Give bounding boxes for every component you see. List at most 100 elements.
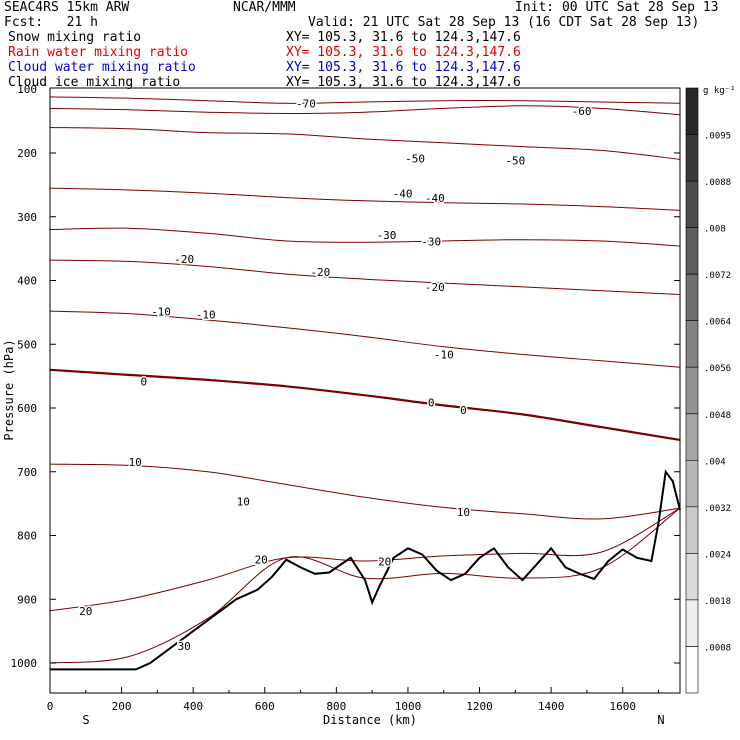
colorbar-swatch [685,320,699,368]
contour-label: -40 [425,192,445,205]
y-tick-label: 800 [17,530,37,543]
colorbar-label: .0048 [704,411,731,421]
isotherm-0 [49,368,681,441]
isotherm-minus70 [49,96,681,104]
contour-label: 10 [237,495,250,508]
contour-label: 20 [79,605,92,618]
colorbar-swatch [685,366,699,415]
isotherm-minus10 [49,310,681,368]
plot-frame [49,87,681,694]
field-label-cloud-water: Cloud water mixing ratio [8,60,196,75]
colorbar-label: .004 [704,457,726,467]
contour-label: 20 [378,555,391,568]
colorbar-swatch [685,459,699,508]
y-tick-label: 300 [17,211,37,224]
y-tick-label: 500 [17,338,37,351]
contour-label: -10 [434,349,454,362]
colorbar-swatch [685,87,699,135]
x-tick-label: 1000 [395,700,422,713]
init-time: Init: 00 UTC Sat 28 Sep 13 [515,0,719,15]
colorbar-swatch [685,506,699,554]
colorbar-swatch [685,413,699,461]
contour-label: -20 [310,266,330,279]
contour-label: -40 [393,187,413,200]
isotherm-minus60 [49,105,681,116]
colorbar-label: .0008 [704,644,731,654]
colorbar-swatch [685,599,699,647]
contour-label: 10 [457,506,470,519]
colorbar-swatch [685,646,699,694]
contour-labels: -70 -60 -50 -50 -40 -40 -30 -30 -20 -20 -20 -10 -10 -… [78,96,593,655]
contour-label: -50 [505,154,525,167]
field-xy-cloud-water: XY= 105.3, 31.6 to 124.3,147.6 [286,60,521,75]
field-xy-snow: XY= 105.3, 31.6 to 124.3,147.6 [286,30,521,45]
x-tick-label: 0 [47,700,54,713]
contour-label: 0 [460,404,467,417]
isotherm-20 [49,507,681,612]
y-tick-label: 400 [17,275,37,288]
north-end-label: N [657,713,664,727]
x-tick-label: 200 [112,700,132,713]
contour-label: 20 [255,553,268,566]
contour-label: -10 [196,309,216,322]
colorbar-label: .0032 [704,504,731,514]
colorbar-swatch [685,553,699,601]
isotherm-minus30 [49,227,681,247]
isotherm-minus50 [49,127,681,160]
contour-label: -10 [151,305,171,318]
colorbar-label: .008 [704,225,726,235]
contour-label: 30 [178,640,191,653]
y-tick-label: 900 [17,593,37,606]
x-tick-label: 600 [255,700,275,713]
temperature-contours [49,96,681,664]
colorbar-unit: g kg⁻¹ [703,86,736,96]
colorbar-label: .0018 [704,597,731,607]
isotherm-minus20 [49,259,681,295]
colorbar-swatch [685,180,699,228]
colorbar-swatch [685,227,699,275]
colorbar-label: .0064 [704,318,731,328]
contour-label: 0 [428,397,435,410]
y-tick-label: 700 [17,466,37,479]
terrain-surface [50,469,681,671]
contour-label: 10 [129,456,142,469]
contour-label: -20 [174,253,194,266]
y-axis-label: Pressure (hPa) [2,339,16,440]
field-label-snow: Snow mixing ratio [8,30,142,45]
isotherm-30 [49,507,681,664]
y-tick-label: 200 [17,147,37,160]
x-tick-label: 800 [326,700,346,713]
contour-label: 0 [140,376,147,389]
colorbar-label: .0088 [704,178,731,188]
isotherm-minus40 [49,187,681,211]
x-axis: 0 200 400 600 800 1000 1200 1400 1600 [47,687,660,713]
contour-label: -70 [296,98,316,111]
x-tick-label: 1400 [538,700,565,713]
contour-label: -60 [572,105,592,118]
contour-label: -20 [425,281,445,294]
colorbar-label: .0072 [704,271,731,281]
x-tick-label: 400 [183,700,203,713]
south-end-label: S [82,713,89,727]
y-tick-label: 1000 [11,657,38,670]
contour-label: -50 [405,152,425,165]
terrain-line [50,469,681,671]
field-label-cloud-ice: Cloud ice mixing ratio [8,75,181,90]
valid-time: Valid: 21 UTC Sat 28 Sep 13 (16 CDT Sat … [308,15,700,30]
center-title: NCAR/MMM [233,0,296,15]
colorbar-label: .0024 [704,550,731,560]
colorbar-label: .0056 [704,364,731,374]
y-tick-label-top: 100 [17,83,37,96]
colorbar-swatch [685,134,699,182]
model-title: SEAC4RS 15km ARW [4,0,130,15]
field-label-rain: Rain water mixing ratio [8,45,189,60]
field-xy-rain: XY= 105.3, 31.6 to 124.3,147.6 [286,45,521,60]
field-xy-cloud-ice: XY= 105.3, 31.6 to 124.3,147.6 [286,75,521,90]
isotherm-10 [49,463,681,520]
colorbar: .0095 .0088 .008 .0072 .0064 .0056 .0048 .004 .0… [685,87,731,694]
colorbar-swatch [685,273,699,322]
x-axis-label: Distance (km) [323,713,417,727]
x-tick-label: 1200 [466,700,493,713]
